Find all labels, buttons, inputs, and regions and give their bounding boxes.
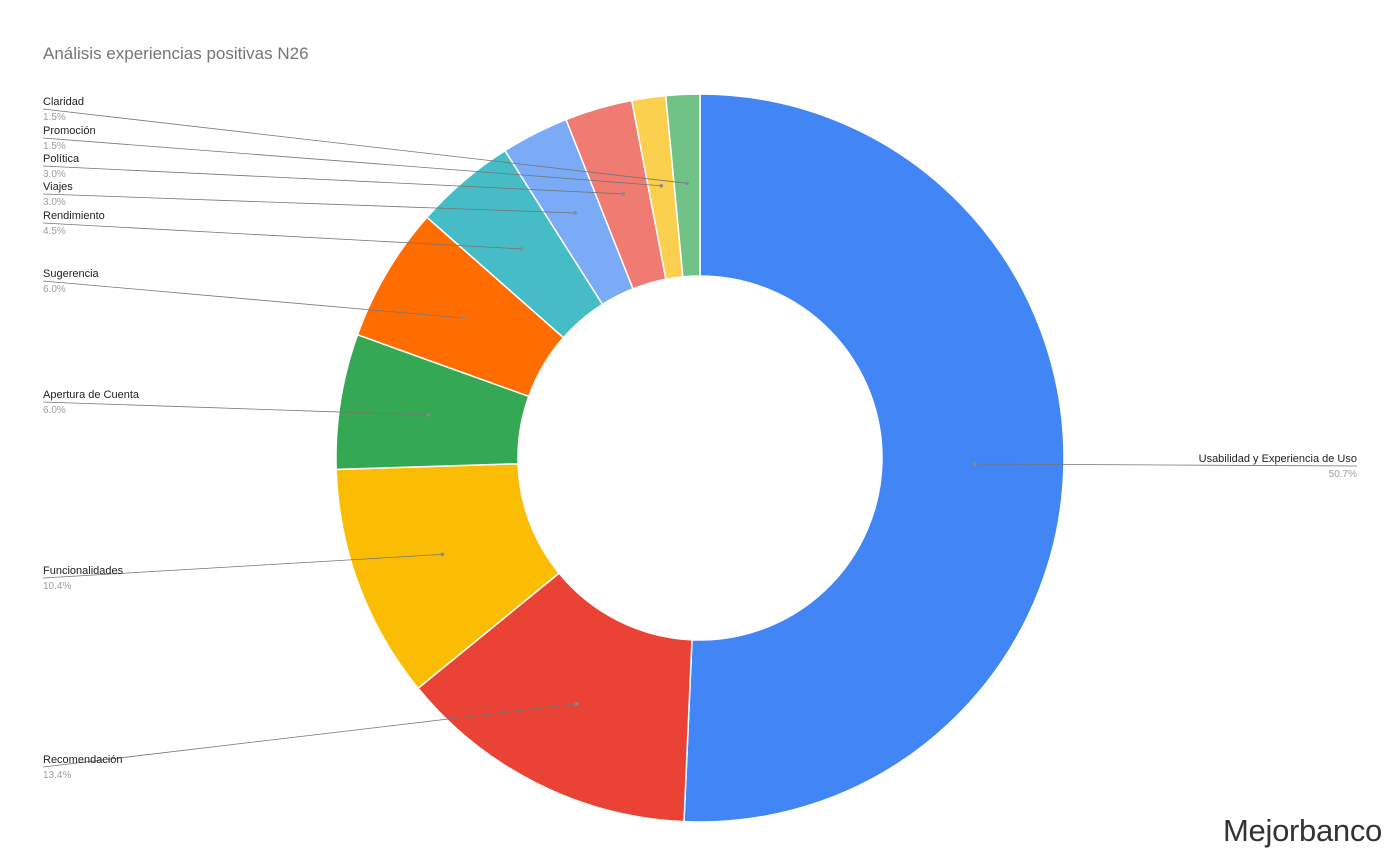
slice-label-funcionalidades: Funcionalidades: [43, 565, 124, 577]
leader-dot-funcionalidades: [440, 552, 445, 557]
leader-line-rendimiento: [42, 222, 522, 250]
leader-line-funcionalidades: [42, 553, 443, 579]
labels-group: Usabilidad y Experiencia de Uso 50.7% Reco…: [42, 96, 1358, 781]
slice-value-promocion: 1.5%: [43, 141, 66, 152]
slice-value-apertura-de-cuenta: 6.0%: [43, 405, 66, 416]
slice-value-recomendacion: 13.4%: [43, 770, 71, 781]
leader-dot-promocion: [659, 183, 664, 188]
slice-label-recomendacion: Recomendación: [43, 754, 123, 766]
leader-dot-sugerencia: [461, 316, 466, 320]
leader-dot-viajes: [573, 211, 577, 215]
slice-label-claridad: Claridad: [43, 96, 84, 108]
slice-value-politica: 3.0%: [43, 169, 66, 180]
slice-value-claridad: 1.5%: [43, 112, 66, 123]
chart-title: Análisis experiencias positivas N26: [43, 44, 309, 63]
leader-line-politica: [42, 165, 624, 195]
leader-dot-claridad: [685, 181, 689, 186]
slice-usabilidad-y-experiencia-de-uso: [683, 93, 1065, 823]
leader-line-claridad: [42, 108, 688, 184]
slice-recomendacion: [417, 572, 693, 823]
leader-dot-politica: [621, 192, 626, 196]
slice-value-funcionalidades: 10.4%: [43, 581, 71, 592]
leader-dot-apertura-de-cuenta: [426, 413, 431, 417]
leader-line-promocion: [42, 137, 662, 187]
slice-value-usabilidad-y-experiencia-de-uso: 50.7%: [1329, 469, 1357, 480]
leader-line-recomendacion: [42, 703, 577, 768]
slice-label-rendimiento: Rendimiento: [43, 210, 105, 222]
leader-line-viajes: [42, 193, 576, 214]
leader-line-sugerencia: [42, 280, 464, 319]
leader-line-apertura-de-cuenta: [42, 401, 429, 416]
slices-group: [335, 93, 1065, 823]
slice-label-viajes: Viajes: [43, 181, 73, 193]
leader-dot-usabilidad-y-experiencia-de-uso: [973, 462, 977, 466]
leader-dot-rendimiento: [519, 247, 524, 251]
slice-label-sugerencia: Sugerencia: [43, 268, 100, 280]
slice-value-sugerencia: 6.0%: [43, 284, 66, 295]
leader-dot-recomendacion: [574, 702, 579, 706]
slice-label-apertura-de-cuenta: Apertura de Cuenta: [43, 389, 140, 401]
slice-label-politica: Política: [43, 153, 80, 165]
slice-value-rendimiento: 4.5%: [43, 226, 66, 237]
slice-label-promocion: Promoción: [43, 125, 96, 137]
brand-watermark: Mejorbanco: [1223, 813, 1382, 848]
slice-claridad: [664, 93, 701, 278]
leader-line-usabilidad-y-experiencia-de-uso: [974, 463, 1358, 467]
slice-label-usabilidad-y-experiencia-de-uso: Usabilidad y Experiencia de Uso: [1199, 453, 1357, 465]
slice-value-viajes: 3.0%: [43, 197, 66, 208]
